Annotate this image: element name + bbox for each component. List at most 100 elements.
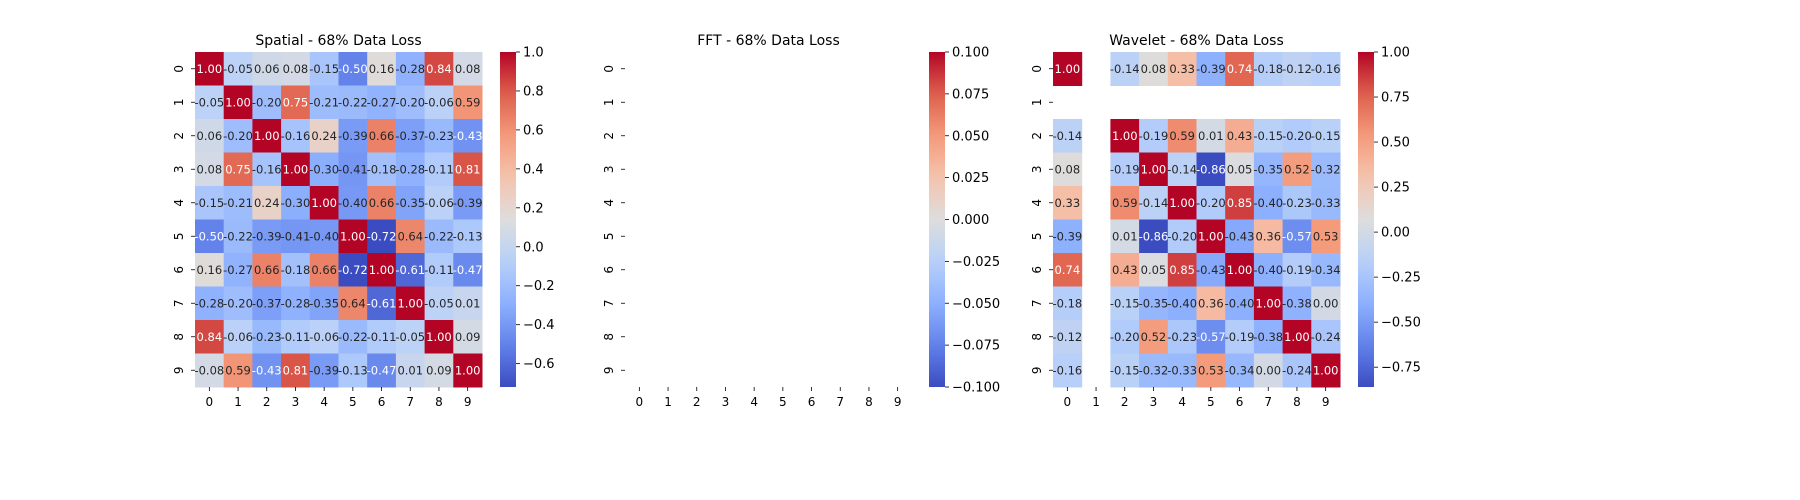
y-tick-label: 3 [172,165,186,173]
heatmap-cell [1110,186,1140,220]
cell-label: -0.40 [309,229,339,243]
heatmap-cell [223,85,253,120]
cell-label: -0.14 [1167,162,1197,176]
cell-label: -0.11 [424,162,454,176]
cell-label: -0.15 [1253,129,1283,143]
colorbar-gradient [929,52,945,387]
colorbar-gradient [500,52,516,387]
cell-label: 0.85 [1169,263,1195,277]
heatmap-cell [1311,52,1341,86]
y-axis: 0 1 2 3 4 5 6 7 8 9 [172,65,195,374]
cell-label: -0.20 [395,95,425,109]
heatmap-cell [195,286,225,321]
cell-label: -0.32 [1139,363,1169,377]
colorbar-tick-label: 0.2 [523,201,544,216]
heatmap-cell [1311,353,1341,388]
colorbar: 1.0 0.8 0.6 0.4 0.2 0.0 −0.2 −0.4 −0.6 [500,46,555,387]
heatmap-cell [1167,219,1197,254]
colorbar-tick-label: −0.4 [523,318,555,333]
cell-label: 1.00 [197,62,223,76]
heatmap-cell [395,253,426,287]
y-tick-label: 5 [602,232,616,240]
y-tick-label: 6 [602,266,616,274]
cell-label: 0.52 [1284,162,1310,176]
colorbar: 1.00 0.75 0.50 0.25 0.00 −0.25 −0.50 −0.75 [1358,46,1421,387]
cell-label: 0.06 [254,62,280,76]
colorbar-tick-label: 1.0 [523,46,544,61]
heatmap-cell [395,186,426,220]
colorbar-gradient [1358,52,1374,387]
heatmap-cell [1110,320,1140,354]
heatmap-cell [1282,219,1312,254]
cell-label: -0.33 [1311,196,1341,210]
y-tick-label: 0 [1030,65,1044,73]
colorbar-tick-label: −0.2 [523,279,555,294]
cell-label: -0.43 [453,129,483,143]
colorbar-tick-label: −0.075 [952,339,1000,354]
heatmap-cell [1282,353,1312,388]
heatmap-cell [252,52,282,86]
cell-label: -0.28 [395,62,425,76]
cell-label: -0.32 [1311,162,1341,176]
heatmap-cell [309,286,339,321]
heatmap-cell [338,253,368,287]
heatmap-cell [453,219,483,254]
y-tick-label: 4 [172,199,186,207]
cell-label: -0.38 [1282,296,1312,310]
colorbar-tick-label: −0.100 [952,381,1000,396]
x-tick-label: 7 [406,395,414,409]
heatmap-cell [1196,119,1226,153]
cell-label: 0.01 [1198,129,1224,143]
cell-label: -0.40 [338,196,368,210]
cell-label: -0.61 [367,296,397,310]
x-tick-label: 8 [435,395,443,409]
heatmap-cell [424,286,454,321]
colorbar-tick-label: 0.100 [952,46,989,61]
cell-label: -0.37 [252,296,282,310]
heatmap-cell [309,253,339,287]
colorbar-tick-label: 0.6 [523,123,544,138]
cell-label: -0.20 [1282,129,1312,143]
chart-title: Spatial - 68% Data Loss [255,33,421,49]
colorbar-tick-label: 0.50 [1381,136,1410,151]
cell-label: -0.16 [281,129,311,143]
heatmap-cell [1282,186,1312,220]
colorbar-tick-label: −0.025 [952,255,1000,270]
cell-label: -0.50 [194,229,224,243]
heatmap-cell [309,85,339,120]
heatmap-cell [1253,186,1284,220]
heatmap-cell [424,320,454,354]
y-tick-label: 1 [172,98,186,106]
heatmap-cell [338,152,368,187]
heatmap-cell [281,320,311,354]
heatmap-cell [395,320,426,354]
heatmap-cell [424,219,454,254]
heatmap-cell [453,119,483,153]
heatmap-cell [1139,52,1169,86]
heatmap-cell [1110,253,1140,287]
cell-label: -0.39 [453,196,483,210]
heatmap-cell [1110,52,1140,86]
cell-label: -0.43 [1196,263,1226,277]
x-tick-label: 5 [779,395,787,409]
heatmap-cell [223,186,253,220]
cell-label: -0.20 [252,95,282,109]
colorbar-tick-label: −0.25 [1381,271,1421,286]
cell-label: 1.00 [1313,363,1339,377]
colorbar-tick-label: 0.050 [952,129,989,144]
heatmap-cell [1167,119,1197,153]
cell-label: -0.40 [1225,296,1255,310]
cell-label: 0.84 [197,330,223,344]
heatmap-cell [453,52,483,86]
cell-label: 0.64 [340,296,366,310]
y-tick-label: 5 [172,232,186,240]
cell-label: 0.66 [369,129,395,143]
heatmap-cell [1282,119,1312,153]
cell-label: -0.18 [1253,62,1283,76]
cell-label: -0.28 [395,162,425,176]
cell-label: -0.11 [281,330,311,344]
cell-label: -0.23 [1282,196,1312,210]
cell-label: 0.33 [1169,62,1195,76]
heatmap-cell [223,286,253,321]
cell-label: 0.74 [1055,263,1081,277]
